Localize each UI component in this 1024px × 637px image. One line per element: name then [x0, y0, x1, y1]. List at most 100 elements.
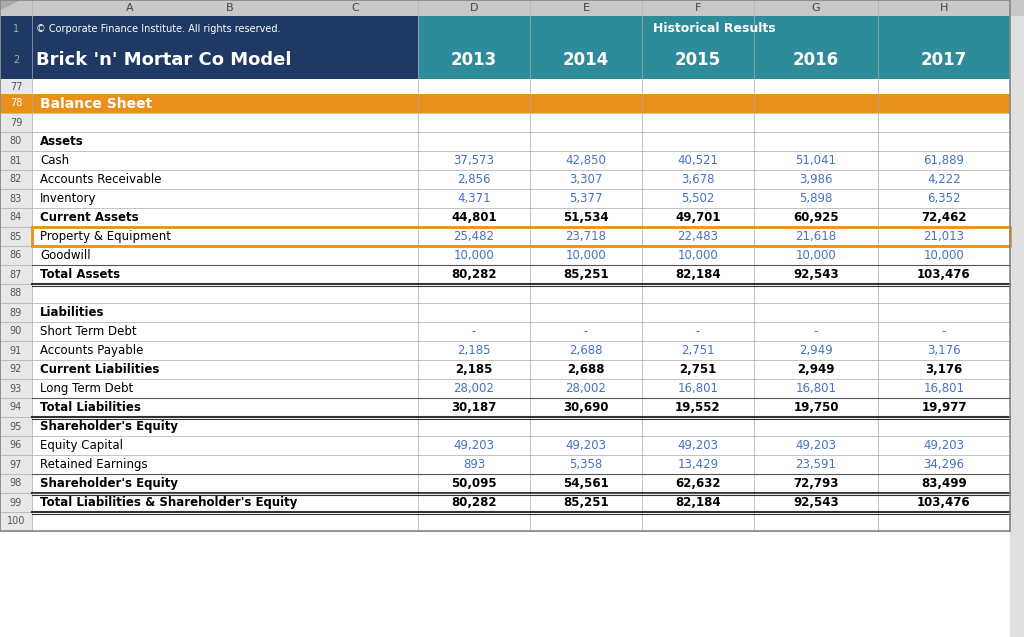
Text: 49,203: 49,203 — [678, 439, 719, 452]
Text: 82,184: 82,184 — [675, 268, 721, 281]
Bar — [0, 493, 1010, 512]
Text: 10,000: 10,000 — [678, 249, 719, 262]
Text: 91: 91 — [10, 345, 23, 355]
Text: 92,543: 92,543 — [794, 496, 839, 509]
Bar — [0, 360, 1010, 379]
Bar — [0, 0, 1010, 531]
Text: 2,949: 2,949 — [798, 363, 835, 376]
Text: 82: 82 — [10, 175, 23, 185]
Text: 30,690: 30,690 — [563, 401, 608, 414]
Text: Brick 'n' Mortar Co Model: Brick 'n' Mortar Co Model — [36, 51, 292, 69]
Bar — [0, 189, 32, 208]
Text: 92,543: 92,543 — [794, 268, 839, 281]
Text: 103,476: 103,476 — [918, 268, 971, 281]
Text: 42,850: 42,850 — [565, 154, 606, 167]
Polygon shape — [0, 0, 19, 10]
Text: -: - — [814, 325, 818, 338]
Text: 30,187: 30,187 — [452, 401, 497, 414]
Text: 49,203: 49,203 — [796, 439, 837, 452]
Bar — [0, 79, 1010, 94]
Text: 2,185: 2,185 — [456, 363, 493, 376]
Text: 2,185: 2,185 — [458, 344, 490, 357]
Text: H: H — [940, 3, 948, 13]
Text: Goodwill: Goodwill — [40, 249, 91, 262]
Text: Liabilities: Liabilities — [40, 306, 104, 319]
Bar — [0, 303, 32, 322]
Bar — [418, 16, 1010, 41]
Bar — [0, 341, 32, 360]
Text: Cash: Cash — [40, 154, 70, 167]
Text: Current Assets: Current Assets — [40, 211, 138, 224]
Bar — [418, 41, 1010, 79]
Bar — [0, 227, 1010, 246]
Bar — [0, 227, 32, 246]
Text: Historical Results: Historical Results — [652, 22, 775, 35]
Text: 13,429: 13,429 — [678, 458, 719, 471]
Text: 72,793: 72,793 — [794, 477, 839, 490]
Text: Total Assets: Total Assets — [40, 268, 120, 281]
Text: 99: 99 — [10, 497, 23, 508]
Bar — [0, 474, 1010, 493]
Text: Equity Capital: Equity Capital — [40, 439, 123, 452]
Bar — [0, 322, 32, 341]
Text: 2014: 2014 — [563, 51, 609, 69]
Text: 2016: 2016 — [793, 51, 839, 69]
Text: 893: 893 — [463, 458, 485, 471]
Text: 100: 100 — [7, 517, 26, 527]
Text: 80,282: 80,282 — [452, 268, 497, 281]
Text: 83: 83 — [10, 194, 23, 203]
Text: 16,801: 16,801 — [796, 382, 837, 395]
Bar — [0, 151, 32, 170]
Text: 90: 90 — [10, 327, 23, 336]
Text: 23,591: 23,591 — [796, 458, 837, 471]
Bar — [0, 265, 1010, 284]
Text: 2: 2 — [13, 55, 19, 65]
Text: F: F — [695, 3, 701, 13]
Text: 80: 80 — [10, 136, 23, 147]
Text: Accounts Payable: Accounts Payable — [40, 344, 143, 357]
Text: 3,176: 3,176 — [927, 344, 961, 357]
Bar — [0, 436, 1010, 455]
Text: Accounts Receivable: Accounts Receivable — [40, 173, 162, 186]
Text: Total Liabilities: Total Liabilities — [40, 401, 141, 414]
Bar — [0, 151, 1010, 170]
Text: 6,352: 6,352 — [928, 192, 961, 205]
Text: 2017: 2017 — [921, 51, 967, 69]
Text: 21,013: 21,013 — [924, 230, 965, 243]
Bar — [0, 360, 32, 379]
Text: 96: 96 — [10, 441, 23, 450]
Text: C: C — [351, 3, 358, 13]
Text: 85: 85 — [10, 231, 23, 241]
Bar — [0, 379, 32, 398]
Bar — [0, 246, 1010, 265]
Text: E: E — [583, 3, 590, 13]
Text: -: - — [696, 325, 700, 338]
Text: 54,561: 54,561 — [563, 477, 609, 490]
Text: 51,041: 51,041 — [796, 154, 837, 167]
Text: D: D — [470, 3, 478, 13]
Text: Total Liabilities & Shareholder's Equity: Total Liabilities & Shareholder's Equity — [40, 496, 297, 509]
Bar — [0, 170, 32, 189]
Bar — [0, 189, 1010, 208]
Bar — [0, 113, 32, 132]
Bar — [1010, 0, 1024, 637]
Bar — [0, 16, 32, 41]
Bar — [0, 474, 32, 493]
Text: 49,203: 49,203 — [454, 439, 495, 452]
Text: 51,534: 51,534 — [563, 211, 609, 224]
Text: 72,462: 72,462 — [922, 211, 967, 224]
Text: -: - — [942, 325, 946, 338]
Text: 2,751: 2,751 — [681, 344, 715, 357]
Text: 49,203: 49,203 — [924, 439, 965, 452]
Text: Balance Sheet: Balance Sheet — [40, 96, 153, 110]
Text: Long Term Debt: Long Term Debt — [40, 382, 133, 395]
Text: 92: 92 — [10, 364, 23, 375]
Bar — [0, 208, 1010, 227]
Bar — [0, 41, 418, 79]
Text: Shareholder's Equity: Shareholder's Equity — [40, 477, 178, 490]
Bar — [0, 246, 32, 265]
Text: 37,573: 37,573 — [454, 154, 495, 167]
Bar — [0, 455, 32, 474]
Text: 2,949: 2,949 — [799, 344, 833, 357]
Bar — [0, 284, 32, 303]
